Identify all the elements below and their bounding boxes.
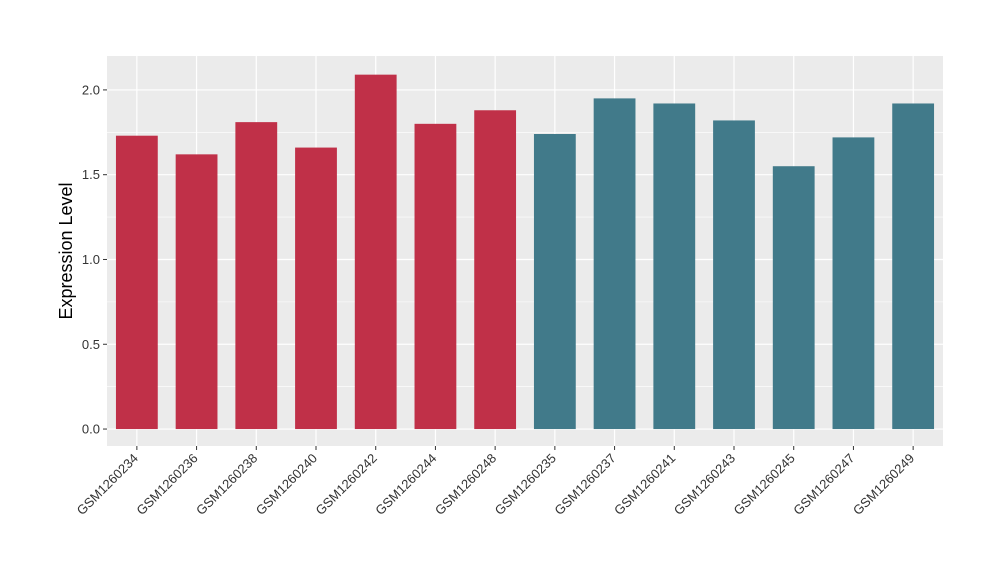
x-tick-label: GSM1260237	[551, 451, 618, 518]
bar-GSM1260247	[832, 137, 875, 430]
x-tick-label: GSM1260235	[492, 451, 559, 518]
bar-GSM1260237	[593, 98, 636, 430]
bar-GSM1260248	[474, 110, 517, 430]
x-tick-label: GSM1260242	[312, 451, 379, 518]
x-tick-label: GSM1260245	[730, 451, 797, 518]
bar-GSM1260245	[772, 166, 815, 430]
bar-GSM1260238	[235, 122, 278, 430]
x-tick-label: GSM1260241	[611, 451, 678, 518]
bar-GSM1260244	[414, 123, 457, 430]
x-tick-label: GSM1260234	[74, 451, 141, 518]
x-tick-label: GSM1260240	[253, 451, 320, 518]
x-tick-label: GSM1260249	[850, 451, 917, 518]
bar-GSM1260242	[354, 74, 397, 430]
y-tick-label: 0.5	[82, 337, 100, 352]
bar-GSM1260249	[892, 103, 935, 430]
y-tick-label: 2.0	[82, 82, 100, 97]
bar-GSM1260243	[713, 120, 755, 430]
y-tick-label: 1.0	[82, 252, 100, 267]
x-tick-label: GSM1260248	[432, 451, 499, 518]
y-tick-label: 1.5	[82, 167, 100, 182]
x-axis: GSM1260234GSM1260236GSM1260238GSM1260240…	[74, 446, 917, 518]
y-tick-label: 0.0	[82, 422, 100, 437]
bar-GSM1260235	[533, 134, 576, 430]
bars	[115, 74, 935, 430]
bar-GSM1260234	[115, 135, 158, 430]
y-axis: 0.0 0.5 1.0 1.5 2.0	[82, 82, 107, 437]
x-tick-label: GSM1260244	[372, 451, 439, 518]
plot-panel	[107, 56, 943, 446]
bar-GSM1260236	[175, 154, 218, 430]
x-tick-label: GSM1260236	[133, 451, 200, 518]
y-axis-title: Expression Level	[56, 182, 76, 319]
x-tick-label: GSM1260238	[193, 451, 260, 518]
bar-GSM1260241	[653, 103, 696, 430]
x-tick-label: GSM1260243	[671, 451, 738, 518]
bar-GSM1260240	[295, 147, 337, 430]
x-tick-label: GSM1260247	[790, 451, 857, 518]
